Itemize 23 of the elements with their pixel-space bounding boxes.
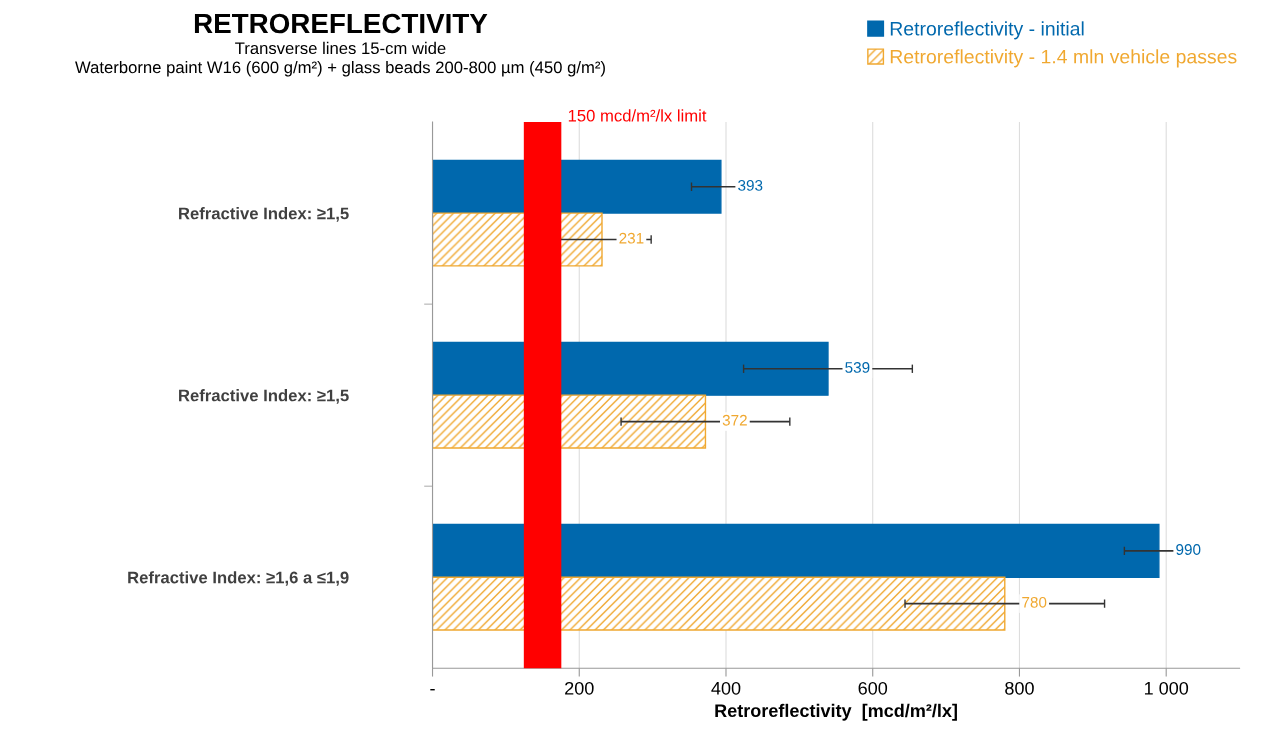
legend-label: Retroreflectivity - 1.4 mln vehicle passes	[890, 49, 1237, 68]
ref-line-label: 150 mcd/m²/lx limit	[568, 109, 707, 122]
x-tick-label: 400	[711, 681, 741, 695]
y-tick-label: Refractive Index: ≥1,5	[179, 389, 349, 404]
data-label: 393	[738, 180, 763, 191]
x-tick-label: -	[430, 689, 435, 691]
bar	[432, 576, 1006, 631]
chart-title: RETROREFLECTIVITY	[194, 13, 488, 34]
data-label: 539	[845, 362, 870, 373]
bar	[432, 523, 1160, 578]
data-label: 372	[722, 414, 747, 426]
x-tick-label: 200	[565, 681, 594, 695]
x-tick-label: 1 000	[1144, 681, 1189, 695]
x-tick-label: 600	[858, 681, 888, 695]
x-tick-label: 800	[1005, 681, 1034, 695]
data-label: 780	[1022, 596, 1047, 608]
legend-label: Retroreflectivity - initial	[890, 21, 1084, 40]
data-label: 231	[619, 232, 644, 244]
y-tick-label: Refractive Index: ≥1,6 a ≤1,9	[128, 571, 349, 586]
x-axis-title: Retroreflectivity [mcd/m²/lx]	[715, 703, 957, 721]
chart-subtitle: Transverse lines 15-cm wide Waterborne paint W16 (600 g/m²) + glass beads 200-800 µm (450 g/m²)	[75, 41, 605, 77]
y-tick-label: Refractive Index: ≥1,5	[179, 207, 349, 222]
data-label: 990	[1176, 544, 1201, 555]
